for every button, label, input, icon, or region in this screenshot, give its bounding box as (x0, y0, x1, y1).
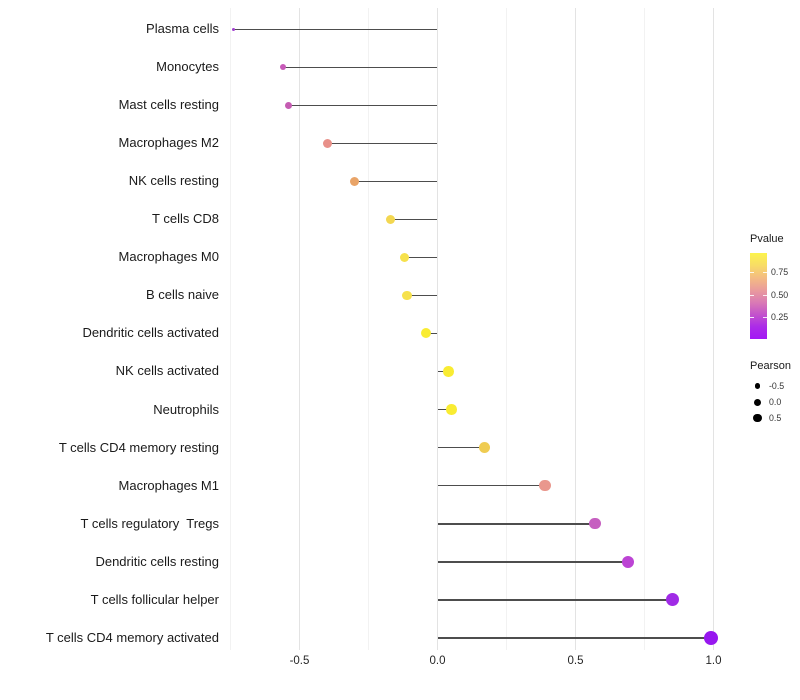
lollipop-dot (279, 63, 287, 71)
colorbar-tick (763, 294, 767, 296)
colorbar-tick-label: 0.25 (771, 311, 789, 322)
colorbar-tick-label: 0.75 (771, 267, 789, 278)
major-gridline (713, 8, 714, 650)
x-tick-label: 0.5 (567, 655, 584, 667)
row-label: T cells CD4 memory resting (58, 439, 219, 455)
row-label: B cells naive (146, 287, 219, 303)
minor-gridline (506, 8, 507, 650)
major-gridline (437, 8, 438, 650)
row-label: T cells follicular helper (90, 591, 219, 607)
row-label: Neutrophils (153, 401, 219, 417)
row-label: T cells CD8 (152, 211, 219, 227)
colorbar-tick (750, 272, 754, 274)
lollipop-stem (327, 142, 438, 144)
lollipop-stem (233, 28, 438, 30)
row-label: NK cells resting (128, 173, 219, 189)
lollipop-dot (665, 593, 679, 607)
major-gridline (575, 8, 576, 650)
major-gridline (299, 8, 300, 650)
row-label: Macrophages M1 (118, 477, 219, 493)
row-label: Dendritic cells activated (82, 325, 219, 341)
pearson-size-label: -0.5 (769, 381, 785, 391)
lollipop-dot (539, 479, 551, 492)
x-tick-label: 1.0 (705, 655, 722, 667)
row-label: T cells CD4 memory activated (45, 629, 219, 645)
lollipop-stem (288, 104, 438, 106)
row-label: Plasma cells (146, 21, 219, 36)
lollipop-dot (703, 630, 718, 645)
colorbar-tick (750, 316, 754, 318)
x-tick-label: -0.5 (289, 655, 310, 667)
lollipop-stem (282, 66, 438, 68)
lollipop-stem (437, 484, 546, 487)
row-label: NK cells activated (115, 363, 219, 379)
pearson-size-label: 0.0 (769, 397, 782, 407)
lollipop-dot (443, 366, 454, 377)
lollipop-dot (385, 214, 396, 224)
colorbar-tick (763, 316, 767, 318)
row-label: Macrophages M0 (118, 249, 219, 265)
pearson-size-label: 0.5 (769, 413, 782, 423)
pearson-size-dot (753, 413, 762, 423)
lollipop-dot (446, 404, 457, 415)
lollipop-dot (284, 101, 292, 109)
lollipop-stem (437, 522, 595, 525)
minor-gridline (644, 8, 645, 650)
colorbar-tick (750, 294, 754, 296)
lollipop-stem (404, 256, 438, 258)
lollipop-stem (437, 370, 449, 373)
lollipop-stem (437, 446, 485, 449)
colorbar-tick (763, 272, 767, 274)
lollipop-dot (350, 176, 360, 186)
pvalue-colorbar (750, 253, 767, 339)
x-tick-label: 0.0 (429, 655, 446, 667)
minor-gridline (230, 8, 231, 650)
lollipop-stem (426, 332, 438, 335)
minor-gridline (368, 8, 369, 650)
pvalue-legend-title: Pvalue (750, 233, 784, 245)
lollipop-dot (402, 290, 412, 301)
pearson-size-dot (754, 398, 761, 406)
lollipop-dot (231, 27, 235, 31)
lollipop-dot (478, 442, 490, 454)
lollipop-stem (437, 560, 628, 563)
pearson-legend-title: Pearson (750, 360, 791, 372)
row-label: Macrophages M2 (118, 135, 219, 151)
lollipop-dot (421, 328, 432, 339)
pearson-size-dot (754, 383, 761, 389)
lollipop-stem (437, 408, 452, 411)
lollipop-stem (390, 218, 438, 220)
lollipop-dot (621, 555, 634, 568)
lollipop-stem (354, 180, 438, 182)
row-label: Dendritic cells resting (95, 553, 219, 569)
row-label: T cells regulatory Tregs (80, 515, 219, 531)
lollipop-stem (437, 636, 711, 640)
lollipop-dot (399, 252, 410, 263)
lollipop-dot (322, 138, 332, 148)
lollipop-stem (437, 598, 673, 601)
row-label: Monocytes (156, 59, 219, 75)
lollipop-dot (589, 517, 601, 530)
row-label: Mast cells resting (118, 97, 219, 113)
colorbar-tick-label: 0.50 (771, 289, 789, 300)
lollipop-stem (407, 294, 438, 296)
